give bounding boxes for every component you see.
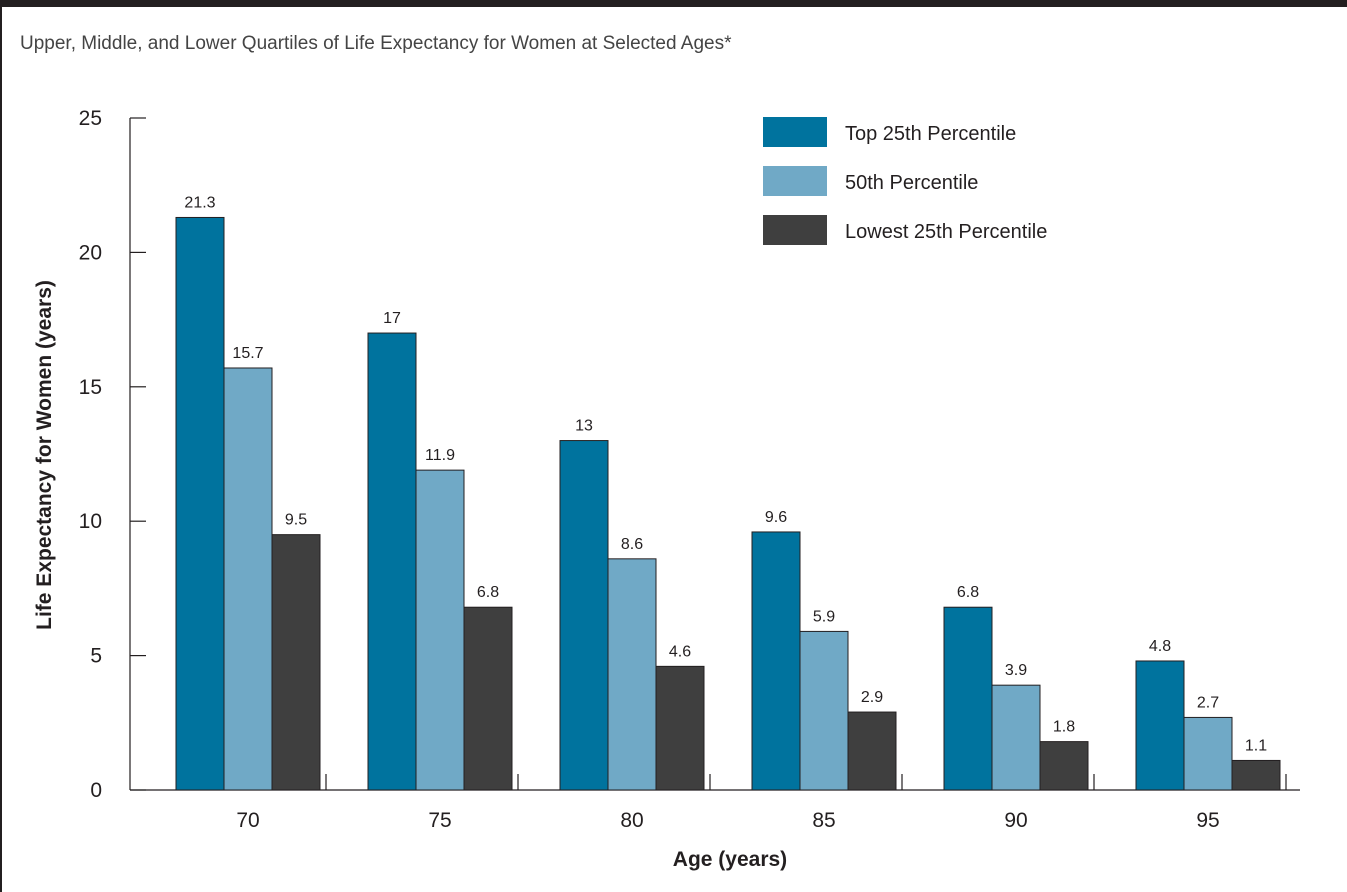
x-tick-label: 95 xyxy=(1196,809,1219,832)
top-border-rule xyxy=(0,0,1347,7)
x-tick-label: 85 xyxy=(812,809,835,832)
bar-value-label: 5.9 xyxy=(813,608,835,625)
bar-value-label: 4.8 xyxy=(1149,638,1171,655)
bar-95-series-2 xyxy=(1183,716,1233,791)
y-tick-label: 0 xyxy=(90,779,102,802)
bar-70-series-3 xyxy=(271,534,321,791)
bar-85-series-3 xyxy=(847,711,897,791)
bar-value-label: 17 xyxy=(383,310,401,327)
bar-70-series-2 xyxy=(223,367,273,791)
bar-value-label: 9.6 xyxy=(765,509,787,526)
bar-value-label: 1.1 xyxy=(1245,737,1267,754)
x-tick-label: 80 xyxy=(620,809,643,832)
bar-85-series-2 xyxy=(799,630,849,791)
y-tick-label: 15 xyxy=(79,376,102,399)
bar-value-label: 2.9 xyxy=(861,689,883,706)
y-tick-label: 25 xyxy=(79,107,102,130)
bar-value-label: 6.8 xyxy=(957,584,979,601)
x-axis-title: Age (years) xyxy=(673,848,787,871)
bar-value-label: 9.5 xyxy=(285,512,307,529)
bar-value-label: 13 xyxy=(575,418,593,435)
chart-title: Upper, Middle, and Lower Quartiles of Li… xyxy=(20,33,732,54)
bar-value-label: 2.7 xyxy=(1197,694,1219,711)
legend-label: Top 25th Percentile xyxy=(845,123,1016,145)
bar-95-series-1 xyxy=(1135,660,1185,791)
bar-value-label: 21.3 xyxy=(184,194,215,211)
bar-80-series-2 xyxy=(607,558,657,791)
y-tick-label: 5 xyxy=(90,645,102,668)
chart-legend: Top 25th Percentile 50th Percentile Lowest… xyxy=(763,117,1047,245)
chart-axes: 0 5 10 15 20 25 70 75 80 85 90 95 xyxy=(79,107,1300,832)
y-tick-label: 20 xyxy=(79,241,102,264)
bar-75-series-2 xyxy=(415,469,465,791)
y-axis-title: Life Expectancy for Women (years) xyxy=(33,280,56,630)
x-tick-label: 90 xyxy=(1004,809,1027,832)
legend-label: 50th Percentile xyxy=(845,172,978,194)
bar-80-series-3 xyxy=(655,665,705,791)
left-border-rule xyxy=(0,7,2,892)
chart-bars xyxy=(175,216,1281,791)
legend-swatch xyxy=(763,166,827,196)
bar-value-label: 8.6 xyxy=(621,536,643,553)
legend-swatch xyxy=(763,215,827,245)
bar-90-series-2 xyxy=(991,684,1041,791)
bar-75-series-1 xyxy=(367,332,417,791)
bar-value-label: 4.6 xyxy=(669,643,691,660)
bar-value-label: 6.8 xyxy=(477,584,499,601)
bar-75-series-3 xyxy=(463,606,513,791)
chart-data-labels: 21.3 17 13 9.6 6.8 4.8 15.7 11.9 8.6 5.9 3.9 2.7 9.5… xyxy=(184,194,1267,754)
bar-80-series-1 xyxy=(559,440,609,791)
bar-70-series-1 xyxy=(175,216,225,791)
bar-value-label: 11.9 xyxy=(425,447,455,464)
bar-value-label: 3.9 xyxy=(1005,662,1027,679)
bar-95-series-3 xyxy=(1231,759,1281,791)
bar-85-series-1 xyxy=(751,531,801,791)
x-tick-label: 75 xyxy=(428,809,451,832)
bar-value-label: 1.8 xyxy=(1053,719,1075,736)
x-tick-label: 70 xyxy=(236,809,259,832)
bar-90-series-3 xyxy=(1039,741,1089,791)
bar-value-label: 15.7 xyxy=(232,345,263,362)
legend-swatch xyxy=(763,117,827,147)
bar-90-series-1 xyxy=(943,606,993,791)
legend-label: Lowest 25th Percentile xyxy=(845,221,1047,243)
y-tick-label: 10 xyxy=(79,510,102,533)
